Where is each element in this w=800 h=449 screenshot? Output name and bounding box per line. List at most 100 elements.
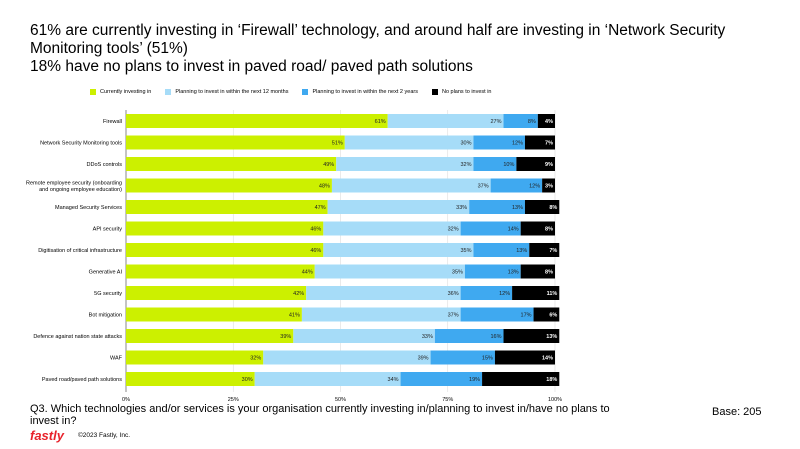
bar-segment	[126, 350, 264, 365]
bar-segment	[263, 350, 431, 365]
fastly-logo: fastly	[30, 428, 64, 443]
data-label: 44%	[302, 270, 313, 276]
category-label: DDoS controls	[87, 162, 123, 168]
legend-label: Planning to invest in within the next 2 …	[312, 89, 418, 95]
x-tick-label: 75%	[442, 397, 453, 403]
category-label: Remote employee security (onboarding	[26, 180, 122, 186]
bar-segment	[126, 221, 324, 236]
x-tick-label: 25%	[228, 397, 239, 403]
bar-segment	[126, 178, 332, 193]
data-label: 4%	[545, 119, 553, 125]
bar-segment	[126, 286, 307, 300]
legend-swatch	[90, 89, 96, 95]
data-label: 39%	[418, 356, 429, 362]
data-label: 13%	[516, 248, 527, 254]
slide-title: 61% are currently investing in ‘Firewall…	[30, 22, 770, 76]
bar-segment	[520, 264, 555, 279]
bar-segment	[323, 221, 461, 236]
data-label: 13%	[512, 205, 523, 211]
bar-segment	[516, 157, 555, 171]
bar-segment	[473, 135, 525, 150]
legend-item: Currently investing in	[90, 89, 151, 95]
bar-segment	[331, 178, 491, 193]
bar-segment	[126, 264, 315, 279]
bar-segment	[460, 221, 521, 236]
data-label: 42%	[293, 291, 304, 297]
data-label: 48%	[319, 184, 330, 190]
bar-segment	[323, 243, 474, 257]
data-label: 12%	[529, 184, 540, 190]
bar-segment	[460, 286, 513, 300]
category-label: Managed Security Services	[55, 205, 122, 211]
bar-segment	[464, 264, 521, 279]
bar-segment	[126, 372, 255, 386]
data-label: 12%	[512, 141, 523, 147]
data-label: 16%	[491, 334, 502, 340]
bar-segment	[336, 157, 474, 171]
data-label: 7%	[549, 248, 557, 254]
legend-label: No plans to invest in	[441, 89, 492, 95]
bar-segment	[520, 221, 555, 236]
data-label: 33%	[422, 334, 433, 340]
data-label: 19%	[469, 377, 480, 383]
data-label: 51%	[332, 141, 343, 147]
legend-label: Currently investing in	[100, 89, 152, 95]
x-tick-label: 50%	[335, 397, 346, 403]
bar-segment	[490, 178, 543, 193]
bar-segment	[301, 307, 461, 322]
bar-segment	[460, 307, 534, 322]
data-label: 33%	[456, 205, 467, 211]
x-tick-label: 100%	[548, 397, 562, 403]
bar-segment	[533, 307, 560, 322]
data-label: 7%	[545, 141, 553, 147]
category-label: Firewall	[103, 119, 122, 125]
bar-segment	[434, 329, 504, 343]
data-label: 8%	[545, 270, 553, 276]
data-label: 18%	[546, 377, 557, 383]
category-label: Defence against nation state attacks	[33, 334, 122, 340]
category-label: API security	[93, 227, 123, 233]
bar-segment	[482, 372, 560, 386]
data-label: 41%	[289, 313, 300, 319]
data-label: 47%	[315, 205, 326, 211]
category-label: WAF	[110, 356, 123, 362]
category-label: Paved road/paved path solutions	[42, 377, 122, 383]
bar-segment	[387, 114, 504, 128]
bar-segment	[314, 264, 465, 279]
legend-label: Planning to invest in within the next 12…	[175, 89, 289, 95]
bar-segment	[126, 200, 328, 214]
bar-segment	[542, 178, 555, 193]
data-label: 30%	[242, 377, 253, 383]
data-label: 39%	[280, 334, 291, 340]
bar-segment	[126, 114, 388, 128]
bar-segment	[126, 157, 337, 171]
x-tick-label: 0%	[122, 397, 130, 403]
data-label: 36%	[448, 291, 459, 297]
data-label: 17%	[521, 313, 532, 319]
data-label: 8%	[528, 119, 536, 125]
data-label: 14%	[542, 356, 553, 362]
data-label: 15%	[482, 356, 493, 362]
data-label: 46%	[310, 227, 321, 233]
bar-segment	[126, 329, 294, 343]
category-label: Generative AI	[89, 270, 123, 276]
data-label: 37%	[448, 313, 459, 319]
category-label: 5G security	[94, 291, 122, 297]
title-line: 18% have no plans to invest in paved roa…	[30, 58, 473, 75]
data-label: 11%	[547, 291, 558, 297]
data-label: 32%	[460, 162, 471, 168]
data-label: 61%	[375, 119, 386, 125]
bar-segment	[126, 307, 302, 322]
title-line: 61% are currently investing in ‘Firewall…	[30, 22, 726, 57]
legend-swatch	[165, 89, 172, 95]
bar-segment	[430, 350, 495, 365]
data-label: 14%	[508, 227, 519, 233]
data-label: 27%	[491, 119, 502, 125]
data-label: 30%	[460, 141, 471, 147]
data-label: 35%	[460, 248, 471, 254]
bar-segment	[126, 243, 324, 257]
bar-segment	[254, 372, 401, 386]
data-label: 13%	[546, 334, 557, 340]
bar-segment	[503, 329, 560, 343]
